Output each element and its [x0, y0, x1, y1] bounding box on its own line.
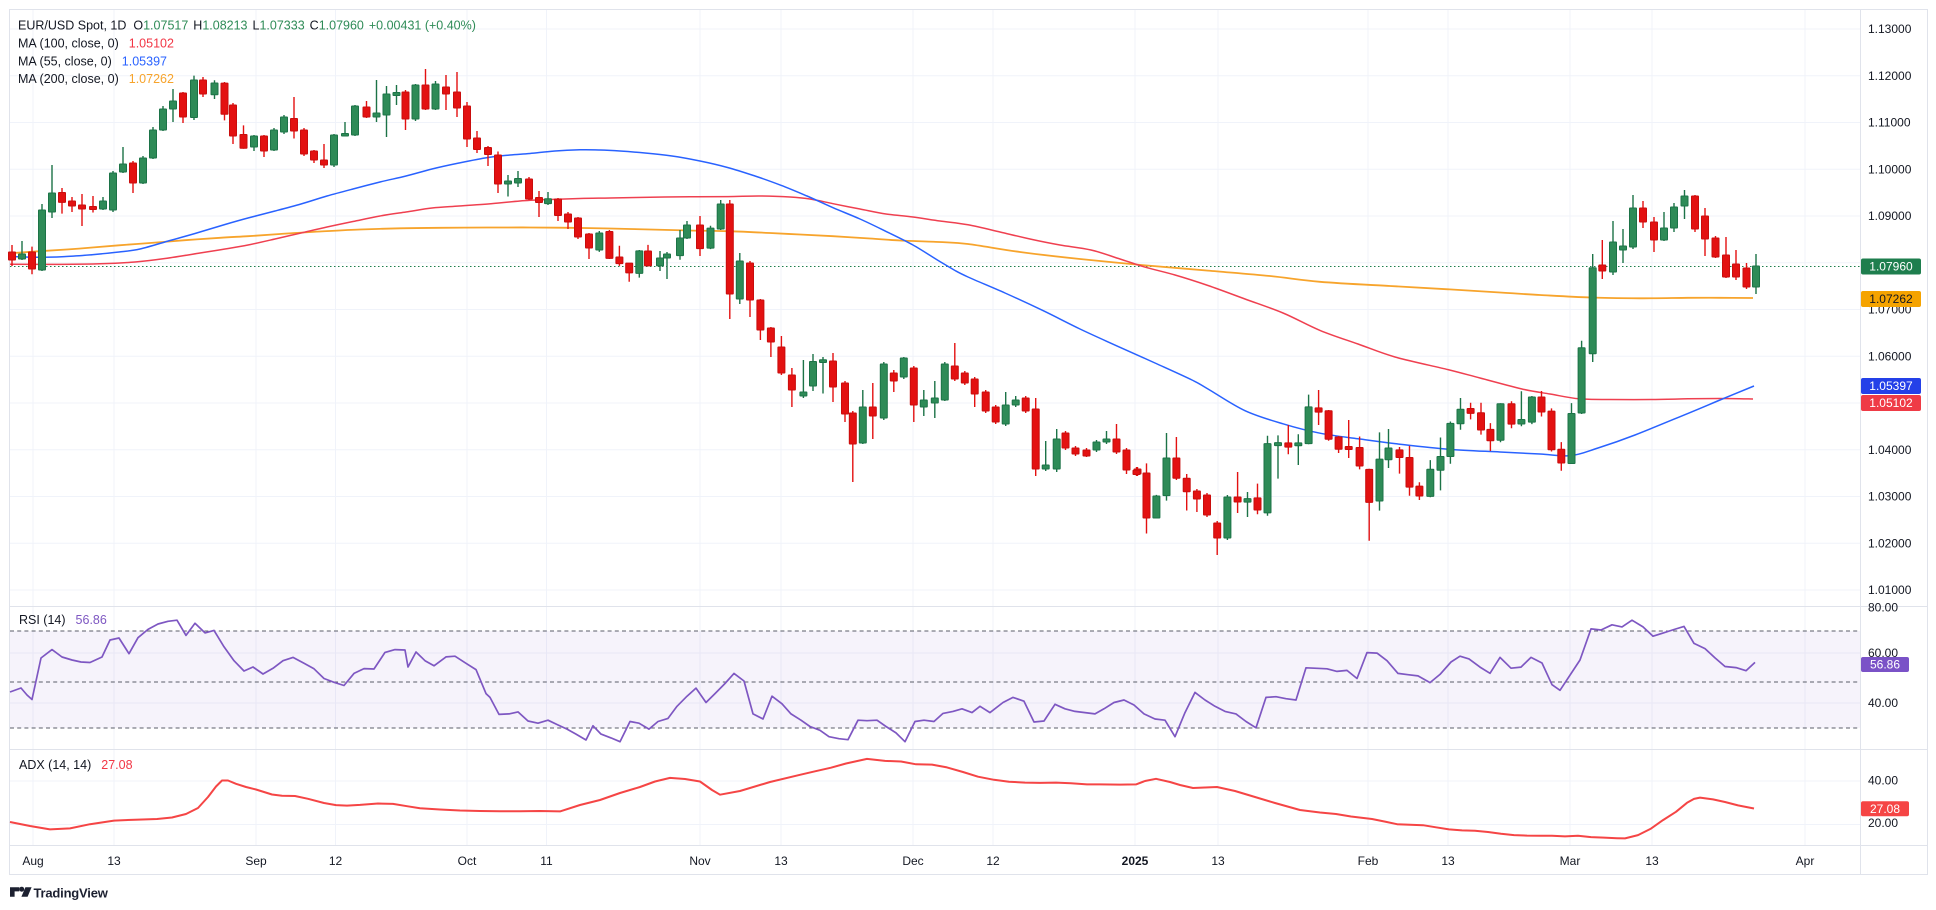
svg-text:80.00: 80.00 — [1868, 601, 1898, 615]
svg-text:27.08: 27.08 — [1870, 802, 1900, 816]
svg-text:13: 13 — [107, 854, 121, 868]
svg-text:2025: 2025 — [1122, 854, 1149, 868]
svg-text:60.00: 60.00 — [1868, 646, 1898, 660]
svg-text:Apr: Apr — [1796, 854, 1815, 868]
svg-text:56.86: 56.86 — [1870, 658, 1900, 672]
svg-text:Aug: Aug — [22, 854, 43, 868]
svg-text:20.00: 20.00 — [1868, 816, 1898, 830]
svg-text:1.01000: 1.01000 — [1868, 583, 1912, 597]
svg-text:12: 12 — [329, 854, 343, 868]
svg-text:11: 11 — [540, 854, 553, 868]
svg-text:ADX (14, 14)27.08: ADX (14, 14) 27.08 — [19, 758, 133, 772]
svg-text:13: 13 — [1645, 854, 1659, 868]
svg-text:MA (100, close, 0)1.05102: MA (100, close, 0) 1.05102 — [18, 37, 174, 51]
svg-text:1.05397: 1.05397 — [1869, 379, 1913, 393]
svg-text:13: 13 — [1441, 854, 1455, 868]
svg-text:40.00: 40.00 — [1868, 696, 1898, 710]
svg-text:MA (55, close, 0)1.05397: MA (55, close, 0) 1.05397 — [18, 55, 167, 69]
svg-text:1.06000: 1.06000 — [1868, 350, 1912, 364]
svg-text:Sep: Sep — [245, 854, 267, 868]
svg-text:1.04000: 1.04000 — [1868, 443, 1912, 457]
svg-text:1.02000: 1.02000 — [1868, 537, 1912, 551]
svg-text:Nov: Nov — [689, 854, 710, 868]
svg-text:1.03000: 1.03000 — [1868, 490, 1912, 504]
svg-text:1.07262: 1.07262 — [1869, 292, 1913, 306]
svg-text:Oct: Oct — [458, 854, 477, 868]
svg-text:Mar: Mar — [1560, 854, 1581, 868]
svg-text:1.12000: 1.12000 — [1868, 69, 1912, 83]
svg-text:1.10000: 1.10000 — [1868, 163, 1912, 177]
svg-text:TradingView: TradingView — [34, 886, 109, 901]
svg-text:1.09000: 1.09000 — [1868, 209, 1912, 223]
svg-text:13: 13 — [774, 854, 788, 868]
svg-text:40.00: 40.00 — [1868, 774, 1898, 788]
svg-text:1.07960: 1.07960 — [1869, 260, 1913, 274]
svg-text:RSI (14)56.86: RSI (14) 56.86 — [19, 613, 107, 627]
svg-text:1.13000: 1.13000 — [1868, 22, 1912, 36]
svg-text:12: 12 — [986, 854, 1000, 868]
svg-text:1.05102: 1.05102 — [1869, 396, 1913, 410]
svg-text:13: 13 — [1211, 854, 1225, 868]
svg-text:Dec: Dec — [902, 854, 923, 868]
svg-text:Feb: Feb — [1358, 854, 1379, 868]
svg-text:1.11000: 1.11000 — [1868, 116, 1911, 130]
svg-text:MA (200, close, 0)1.07262: MA (200, close, 0) 1.07262 — [18, 72, 174, 86]
